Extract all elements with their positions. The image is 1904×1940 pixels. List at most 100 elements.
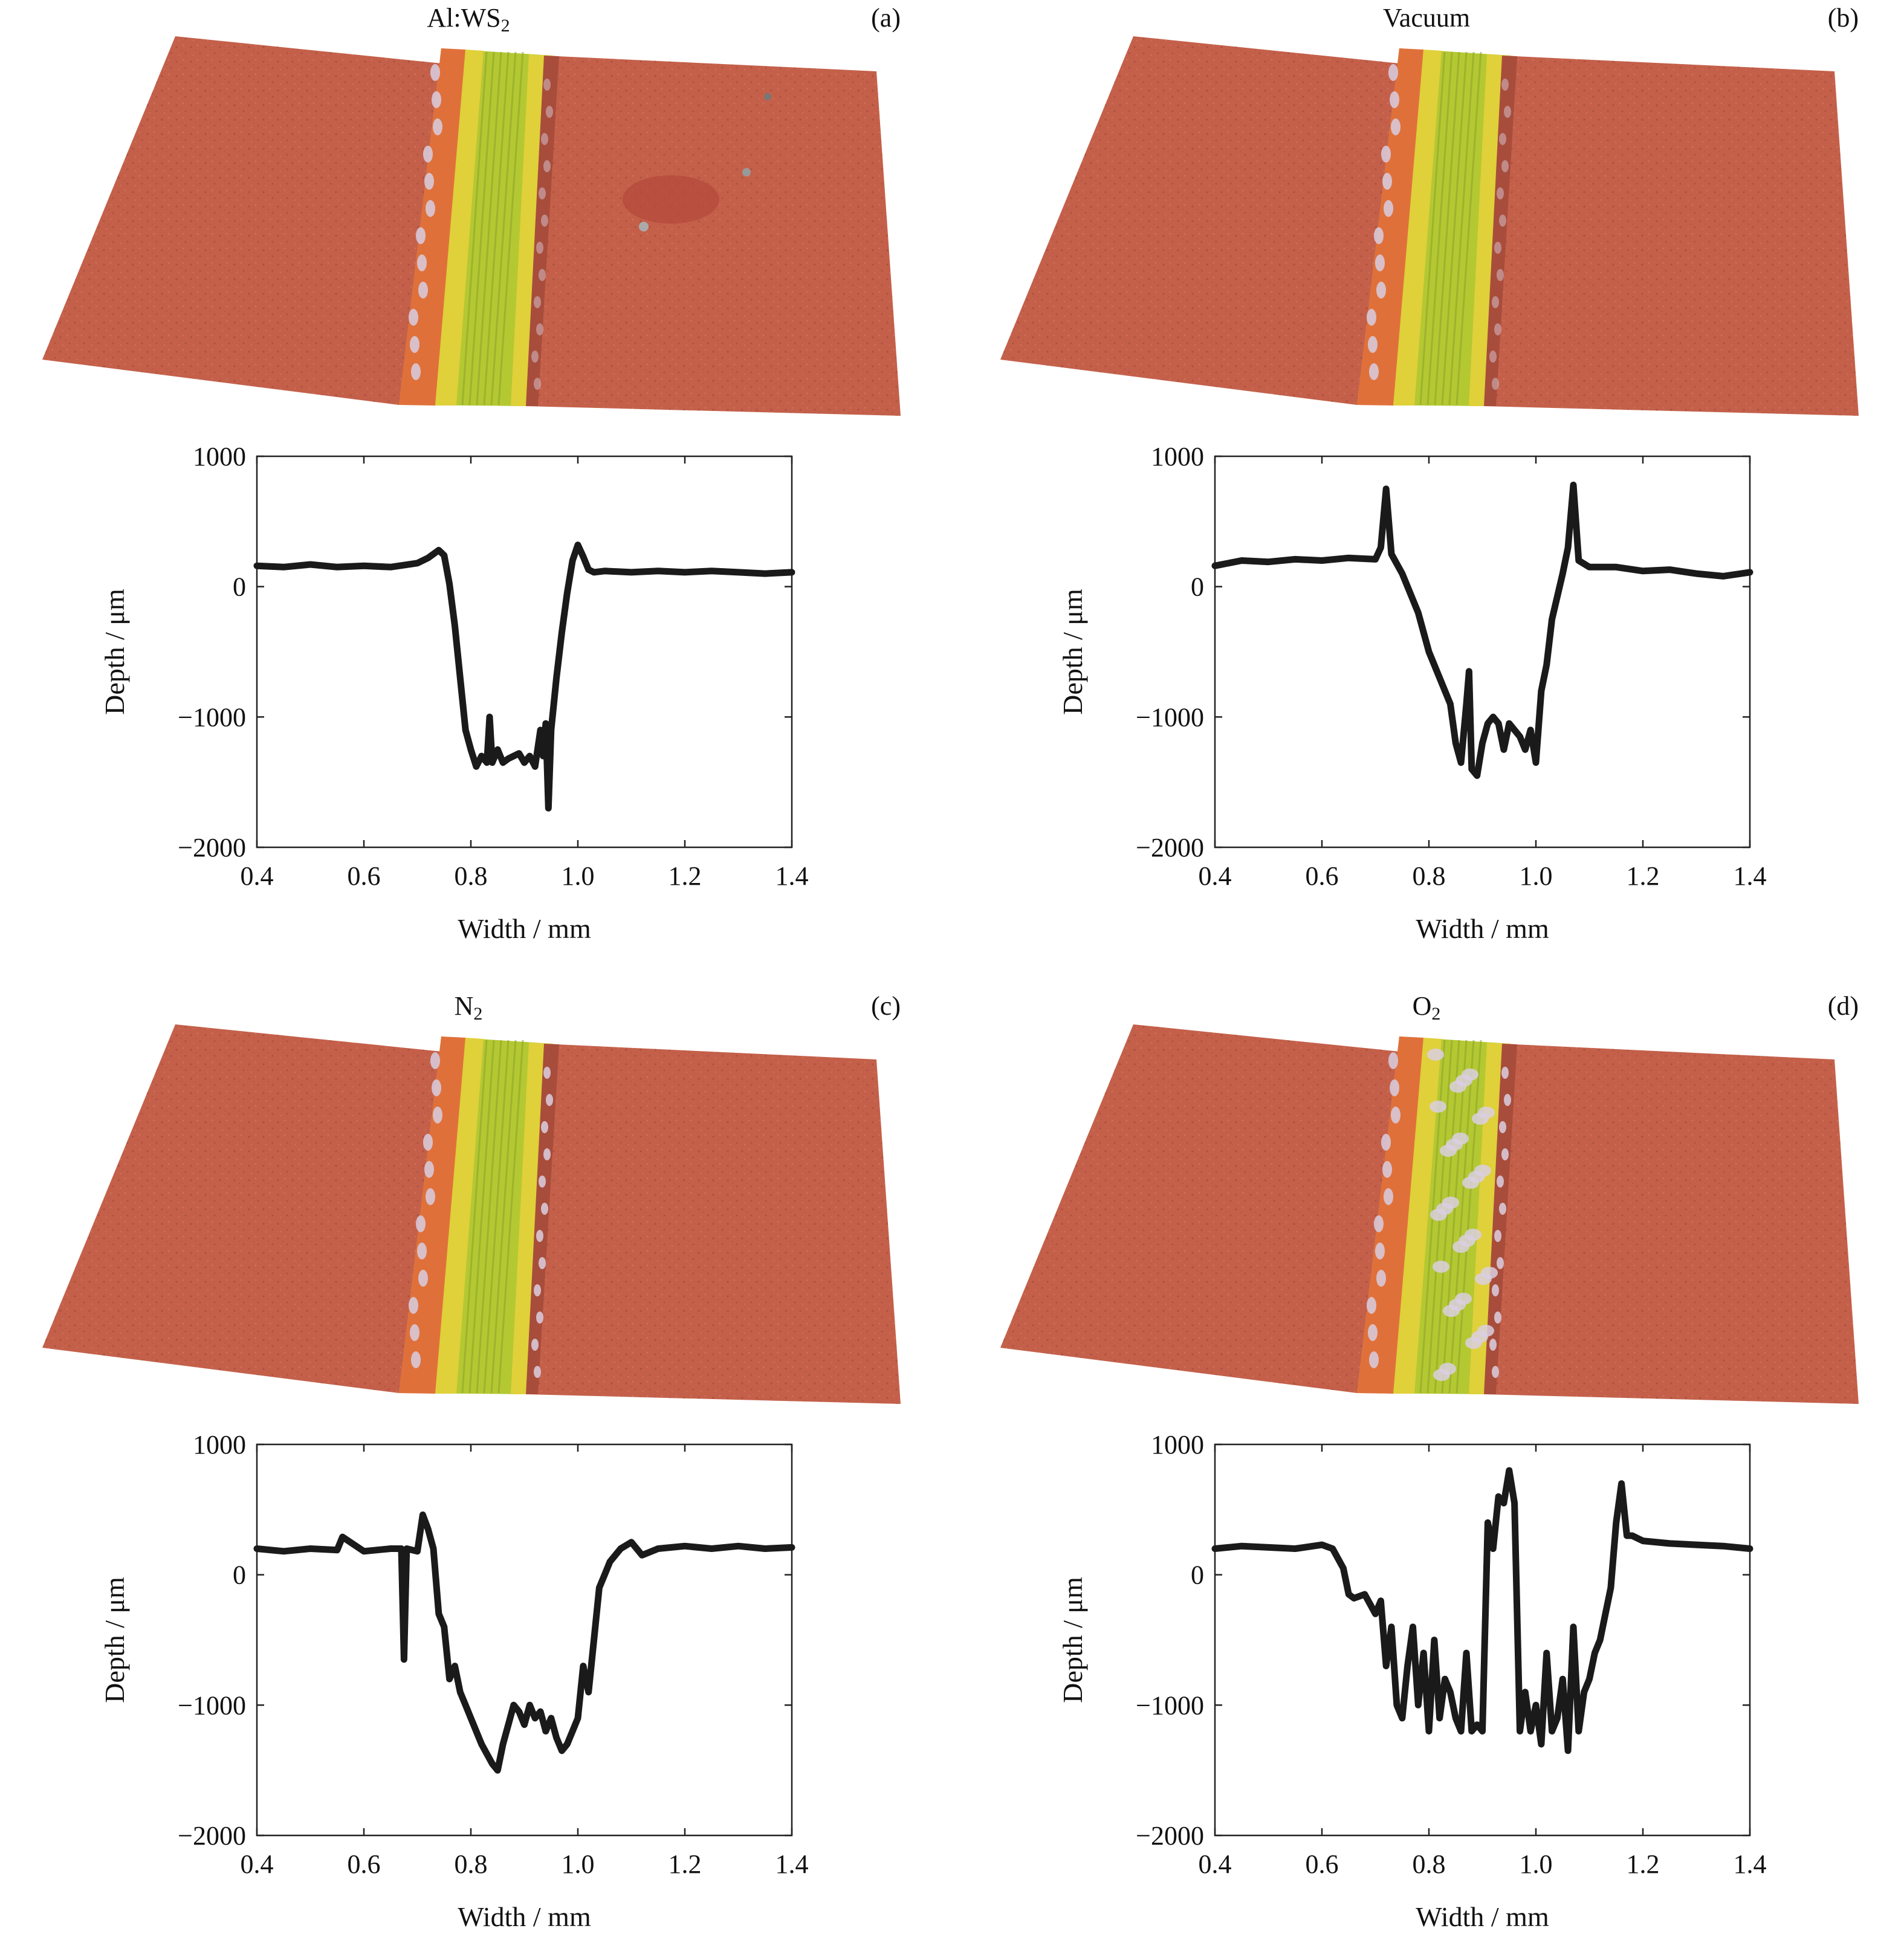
debris-particle	[1388, 1052, 1398, 1069]
debris-particle	[1369, 363, 1379, 380]
debris-particle	[1494, 242, 1501, 254]
depth-profile-line	[253, 1512, 795, 1774]
track-groove	[1456, 1040, 1482, 1394]
debris-particle	[424, 1161, 434, 1178]
x-axis-label: Width / mm	[1416, 1901, 1549, 1932]
y-axis-label: Depth / μm	[99, 1577, 130, 1703]
debris-particle	[426, 1188, 435, 1205]
depth-chart: 0.4 0.6 0.8 1.0 1.2 1.4 1000 0 −1000 −2000 Width /…	[1057, 1430, 1767, 1932]
debris-particle	[1474, 1165, 1491, 1177]
debris-particle	[1452, 1133, 1469, 1145]
y-tick-label: −2000	[178, 833, 246, 862]
debris-particle	[1462, 1069, 1478, 1081]
debris-particle	[1388, 64, 1398, 81]
debris-particle	[546, 1094, 553, 1106]
x-tick-label: 1.2	[1627, 861, 1660, 891]
debris-particle	[1375, 1243, 1385, 1259]
debris-particle	[543, 1067, 551, 1079]
debris-particle	[531, 1339, 539, 1351]
track-edge-right	[1484, 56, 1517, 406]
panel-title-subscript: 2	[473, 1004, 482, 1024]
debris-particle	[1501, 1067, 1509, 1079]
debris-particle	[1489, 351, 1497, 363]
track-groove	[490, 1040, 517, 1394]
panel-letter: (c)	[871, 991, 901, 1021]
surface-pit	[764, 93, 771, 100]
debris-particle	[1497, 1257, 1504, 1269]
surface-texture	[1484, 56, 1859, 416]
plot-frame	[1214, 455, 1751, 849]
surface-texture	[1000, 1024, 1430, 1393]
plot-frame	[1214, 1443, 1751, 1837]
debris-particle	[534, 378, 541, 390]
debris-particle	[1367, 1297, 1376, 1314]
panel-title: Vacuum	[1383, 3, 1470, 33]
debris-particle	[1477, 1325, 1494, 1337]
depth-profile-line	[1211, 1467, 1753, 1754]
x-tick-label: 0.8	[455, 1849, 488, 1879]
x-tick-label: 0.8	[1413, 861, 1446, 891]
panel-d: O2 (d) 0.4 0.6 0.8 1.0 1.2 1.4 1000 0 −1000 −2000 Wi…	[1000, 991, 1859, 1932]
debris-particle	[1391, 118, 1400, 135]
surface-texture	[1484, 1044, 1859, 1404]
debris-particle	[432, 91, 441, 108]
x-tick-label: 0.4	[1199, 861, 1232, 891]
surface-texture	[1000, 36, 1430, 405]
x-tick-label: 1.0	[1520, 1849, 1553, 1879]
track-groove	[1434, 51, 1460, 406]
track-groove	[497, 1040, 524, 1394]
track-band	[1393, 50, 1442, 406]
debris-particle	[1492, 296, 1499, 308]
debris-particle	[1442, 1197, 1459, 1209]
panel-letter: (a)	[871, 3, 901, 33]
debris-particle	[1504, 1094, 1511, 1106]
debris-particle	[1501, 1148, 1509, 1160]
x-axis-label: Width / mm	[458, 913, 591, 944]
debris-particle	[541, 215, 548, 227]
debris-particle	[1465, 1229, 1481, 1241]
x-axis-label: Width / mm	[458, 1901, 591, 1932]
y-tick-label: −1000	[178, 1690, 246, 1720]
debris-particle	[418, 282, 428, 299]
surface-pit	[623, 175, 719, 224]
debris-particle	[539, 187, 546, 199]
x-tick-label: 0.6	[1306, 1849, 1339, 1879]
debris-particle	[536, 1230, 543, 1242]
panel-letter: (b)	[1828, 3, 1859, 33]
debris-particle	[539, 1257, 546, 1269]
debris-particle	[1374, 227, 1384, 244]
debris-particle	[1478, 1107, 1495, 1119]
debris-particle	[409, 1297, 418, 1314]
panel-title-main: N	[455, 991, 474, 1021]
x-tick-label: 1.4	[1734, 1849, 1767, 1879]
y-axis-label: Depth / μm	[99, 589, 130, 715]
panel-title-subscript: 2	[501, 16, 510, 36]
track-groove	[1426, 51, 1453, 406]
debris-particle	[1376, 1270, 1386, 1287]
debris-particle	[1390, 91, 1399, 108]
panel-title-main: O	[1413, 991, 1432, 1021]
track-groove	[490, 51, 517, 406]
x-tick-label: 0.8	[455, 861, 488, 891]
track-groove	[468, 51, 495, 406]
debris-particle	[536, 323, 543, 335]
debris-particle	[1430, 1101, 1446, 1113]
debris-particle	[1497, 187, 1504, 199]
debris-particle	[418, 1270, 428, 1287]
y-tick-label: 0	[233, 572, 246, 602]
plot-frame	[256, 455, 793, 849]
debris-particle	[1501, 79, 1509, 91]
debris-particle	[432, 1079, 441, 1096]
debris-particle	[534, 1366, 541, 1378]
debris-particle	[1384, 1188, 1393, 1205]
x-tick-label: 1.2	[1627, 1849, 1660, 1879]
debris-particle	[1499, 133, 1506, 145]
debris-particle	[426, 200, 435, 217]
debris-particle	[423, 146, 433, 163]
y-tick-label: −2000	[1136, 1821, 1204, 1851]
panel-a: Al:WS2 (a) 0.4 0.6 0.8 1.0 1.2 1.4 1000 0 −1000 −20…	[42, 3, 901, 944]
surface-texture	[42, 36, 471, 405]
depth-chart: 0.4 0.6 0.8 1.0 1.2 1.4 1000 0 −1000 −2000 Width /…	[99, 1430, 809, 1932]
debris-particle	[1391, 1107, 1400, 1124]
surface-image	[42, 1024, 901, 1404]
